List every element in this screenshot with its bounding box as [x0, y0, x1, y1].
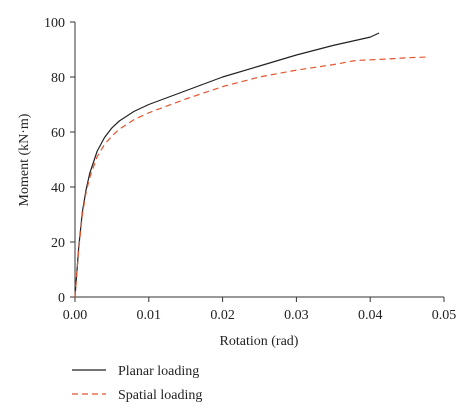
y-tick-label: 100	[44, 16, 65, 31]
y-axis-ticks: 0 20 40 60 80 100	[44, 16, 75, 306]
x-tick-label: 0.02	[210, 308, 235, 323]
y-tick-label: 0	[58, 291, 65, 306]
x-axis-ticks: 0.00 0.01 0.02 0.03 0.04 0.05	[63, 297, 457, 323]
legend-label-planar-loading: Planar loading	[118, 364, 199, 379]
x-axis-title: Rotation (rad)	[220, 334, 299, 349]
chart-legend: Planar loading Spatial loading	[72, 364, 202, 403]
x-tick-label: 0.01	[137, 308, 162, 323]
y-tick-label: 20	[51, 236, 65, 251]
series-line-spatial-loading	[74, 56, 430, 298]
series-lines	[74, 32, 430, 298]
x-tick-label: 0.00	[63, 308, 88, 323]
x-tick-label: 0.05	[432, 308, 457, 323]
series-line-planar-loading	[74, 32, 380, 298]
x-tick-label: 0.04	[358, 308, 383, 323]
x-tick-label: 0.03	[284, 308, 309, 323]
y-tick-label: 80	[51, 71, 65, 86]
plot-area: 0.00 0.01 0.02 0.03 0.04 0.05 0 20 40 60 80 100	[44, 16, 456, 323]
y-axis-title: Moment (kN·m)	[17, 113, 32, 206]
legend-label-spatial-loading: Spatial loading	[118, 388, 202, 403]
y-tick-label: 40	[51, 181, 65, 196]
y-tick-label: 60	[51, 126, 65, 141]
